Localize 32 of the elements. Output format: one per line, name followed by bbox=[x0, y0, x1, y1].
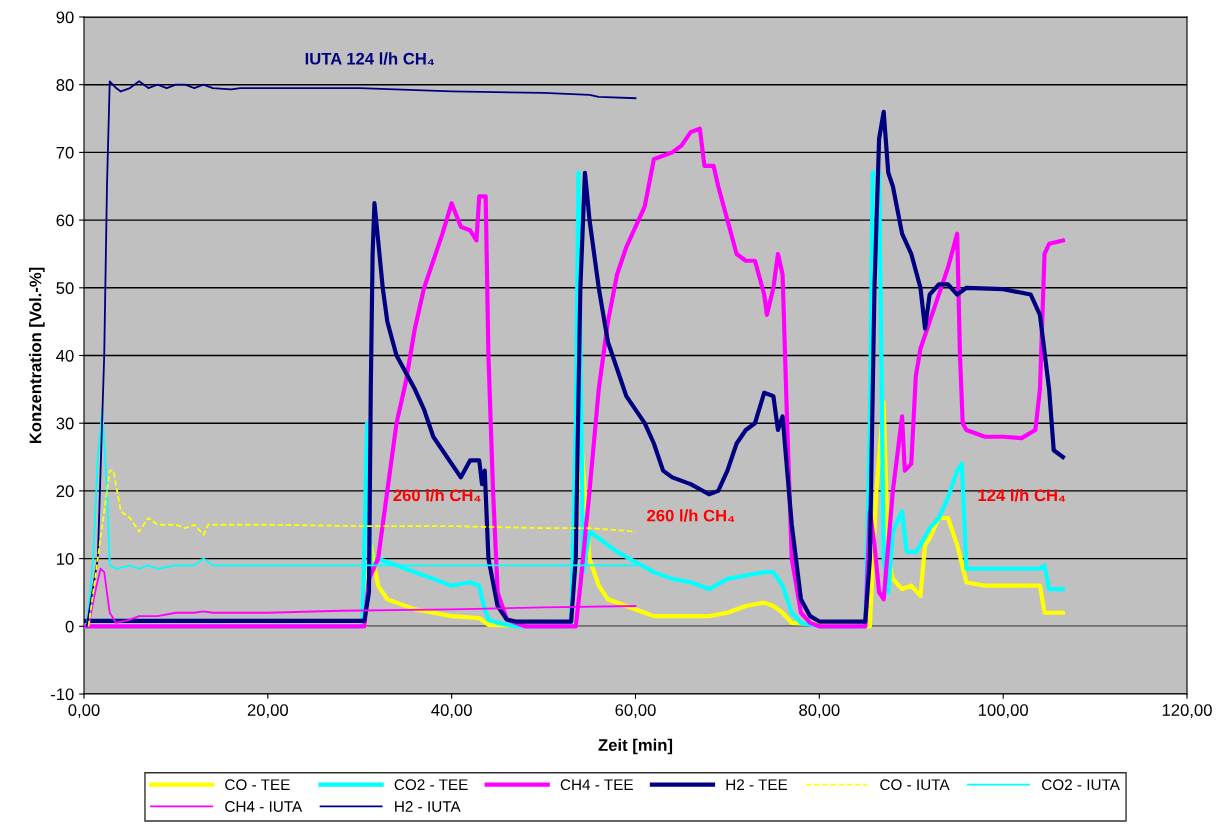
y-tick-label: 90 bbox=[56, 11, 74, 24]
x-tick-label: 120,00 bbox=[1162, 704, 1212, 718]
legend-label: H2 - IUTA bbox=[395, 801, 461, 812]
y-tick-label: 0 bbox=[65, 620, 74, 633]
x-tick-label: 60,00 bbox=[615, 704, 656, 718]
x-tick-label: 20,00 bbox=[247, 704, 289, 718]
y-tick-label: 50 bbox=[56, 282, 74, 294]
legend-label: H2 - TEE bbox=[726, 779, 788, 790]
annotation: IUTA 124 l/h CH₄ bbox=[305, 52, 434, 65]
x-tick-label: 0,00 bbox=[68, 704, 100, 718]
x-axis-title: Zeit [min] bbox=[598, 738, 673, 755]
y-tick-label: 10 bbox=[57, 553, 74, 565]
y-tick-label: 40 bbox=[56, 349, 74, 362]
annotation: 260 l/h CH₄ bbox=[647, 509, 735, 522]
y-tick-label: 60 bbox=[56, 214, 74, 227]
y-tick-label: -10 bbox=[50, 688, 74, 701]
legend-label: CH4 - IUTA bbox=[225, 801, 303, 812]
legend-label: CO - IUTA bbox=[880, 779, 950, 791]
x-tick-label: 40,00 bbox=[431, 704, 472, 718]
legend-label: CO - TEE bbox=[225, 779, 290, 791]
y-tick-label: 80 bbox=[56, 79, 74, 91]
y-tick-label: 70 bbox=[56, 146, 74, 159]
y-axis-title: Konzentration [Vol.-%] bbox=[29, 267, 45, 444]
y-tick-label: 20 bbox=[56, 485, 74, 498]
legend-label: CO2 - TEE bbox=[394, 779, 468, 791]
x-tick-label: 80,00 bbox=[799, 704, 840, 718]
annotation: 260 l/h CH₄ bbox=[393, 488, 481, 502]
y-tick-label: 30 bbox=[56, 417, 74, 430]
annotation: 124 l/h CH₄ bbox=[978, 488, 1066, 502]
legend-label: CH4 - TEE bbox=[560, 779, 633, 791]
x-tick-label: 100,00 bbox=[978, 704, 1029, 718]
legend-label: CO2 - IUTA bbox=[1042, 779, 1120, 791]
